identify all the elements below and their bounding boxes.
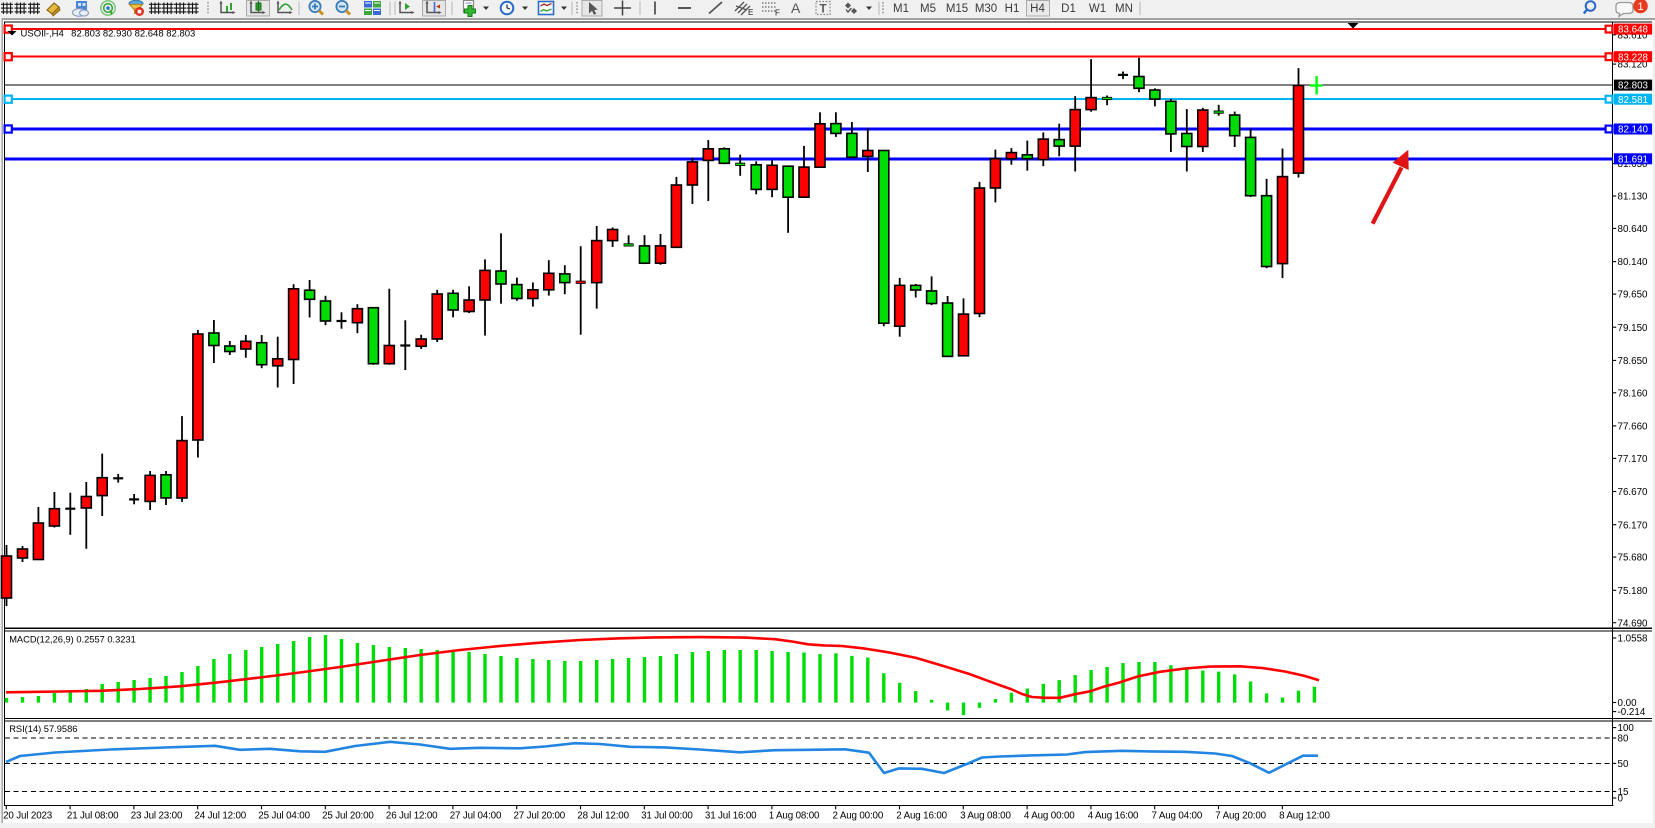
- svg-text:21 Jul 08:00: 21 Jul 08:00: [67, 810, 119, 821]
- svg-text:27 Jul 20:00: 27 Jul 20:00: [514, 810, 566, 821]
- svg-text:W1: W1: [1089, 3, 1106, 15]
- svg-text:MACD(12,26,9) 0.2557 0.3231: MACD(12,26,9) 0.2557 0.3231: [9, 635, 136, 645]
- svg-text:23 Jul 23:00: 23 Jul 23:00: [131, 810, 183, 821]
- svg-text:E: E: [748, 8, 753, 17]
- svg-text:0.00: 0.00: [1618, 698, 1638, 709]
- svg-text:25 Jul 20:00: 25 Jul 20:00: [322, 810, 374, 821]
- svg-text:80.640: 80.640: [1618, 224, 1649, 235]
- svg-text:80: 80: [1618, 734, 1629, 745]
- svg-text:82.803: 82.803: [1618, 81, 1649, 92]
- svg-text:2 Aug 00:00: 2 Aug 00:00: [833, 810, 884, 821]
- svg-text:8 Aug 12:00: 8 Aug 12:00: [1279, 810, 1330, 821]
- svg-text:100: 100: [1618, 723, 1635, 734]
- svg-text:25 Jul 04:00: 25 Jul 04:00: [258, 810, 310, 821]
- svg-text:83.120: 83.120: [1618, 60, 1649, 71]
- svg-text:81.130: 81.130: [1618, 192, 1649, 203]
- svg-text:D1: D1: [1061, 3, 1076, 15]
- svg-text:A: A: [791, 0, 801, 16]
- svg-text:79.650: 79.650: [1618, 290, 1649, 301]
- svg-text:28 Jul 12:00: 28 Jul 12:00: [577, 810, 629, 821]
- svg-text:26 Jul 12:00: 26 Jul 12:00: [386, 810, 438, 821]
- svg-text:15: 15: [1618, 787, 1629, 798]
- svg-text:80.140: 80.140: [1618, 257, 1649, 268]
- svg-text:77.660: 77.660: [1618, 422, 1649, 433]
- svg-text:T: T: [820, 4, 827, 16]
- svg-text:1.0558: 1.0558: [1618, 634, 1649, 645]
- svg-text:F: F: [775, 9, 780, 18]
- svg-text:81.650: 81.650: [1618, 159, 1649, 170]
- svg-text:74.690: 74.690: [1618, 618, 1649, 629]
- svg-text:76.670: 76.670: [1618, 487, 1649, 498]
- svg-text:78.160: 78.160: [1618, 388, 1649, 399]
- svg-text:20 Jul 2023: 20 Jul 2023: [3, 810, 53, 821]
- svg-text:H1: H1: [1005, 3, 1020, 15]
- svg-text:1: 1: [1637, 1, 1643, 13]
- svg-text:77.170: 77.170: [1618, 454, 1649, 465]
- svg-text:7 Aug 04:00: 7 Aug 04:00: [1152, 810, 1203, 821]
- svg-text:RSI(14) 57.9586: RSI(14) 57.9586: [9, 724, 77, 734]
- svg-text:83.228: 83.228: [1618, 52, 1649, 63]
- svg-text:82.140: 82.140: [1618, 125, 1649, 136]
- svg-text:31 Jul 16:00: 31 Jul 16:00: [705, 810, 757, 821]
- svg-text:7 Aug 20:00: 7 Aug 20:00: [1215, 810, 1266, 821]
- svg-text:82.581: 82.581: [1618, 95, 1648, 106]
- svg-text:4 Aug 16:00: 4 Aug 16:00: [1088, 810, 1139, 821]
- svg-text:75.680: 75.680: [1618, 553, 1649, 564]
- svg-text:M30: M30: [975, 3, 997, 15]
- svg-text:1 Aug 08:00: 1 Aug 08:00: [769, 810, 820, 821]
- svg-text:H4: H4: [1030, 3, 1045, 15]
- svg-text:2 Aug 16:00: 2 Aug 16:00: [896, 810, 947, 821]
- svg-text:M5: M5: [920, 3, 936, 15]
- svg-text:27 Jul 04:00: 27 Jul 04:00: [450, 810, 502, 821]
- svg-text:76.170: 76.170: [1618, 520, 1649, 531]
- svg-text:83.648: 83.648: [1618, 25, 1649, 36]
- svg-text:0: 0: [1618, 794, 1624, 805]
- svg-text:50: 50: [1618, 759, 1629, 770]
- svg-text:4 Aug 00:00: 4 Aug 00:00: [1024, 810, 1075, 821]
- svg-text:M15: M15: [946, 3, 968, 15]
- svg-text:-0.214: -0.214: [1618, 707, 1646, 718]
- svg-text:31 Jul 00:00: 31 Jul 00:00: [641, 810, 693, 821]
- svg-text:81.691: 81.691: [1618, 154, 1648, 165]
- svg-text:M1: M1: [893, 3, 909, 15]
- svg-text:24 Jul 12:00: 24 Jul 12:00: [195, 810, 247, 821]
- svg-text:MN: MN: [1115, 3, 1133, 15]
- svg-text:3 Aug 08:00: 3 Aug 08:00: [960, 810, 1011, 821]
- svg-text:83.610: 83.610: [1618, 30, 1649, 41]
- svg-text:75.180: 75.180: [1618, 586, 1649, 597]
- svg-text:79.150: 79.150: [1618, 323, 1649, 334]
- svg-text:78.650: 78.650: [1618, 356, 1649, 367]
- svg-text:USOIl-,H4 82.803 82.930 82.64: USOIl-,H4 82.803 82.930 82.648 82.803: [21, 29, 196, 40]
